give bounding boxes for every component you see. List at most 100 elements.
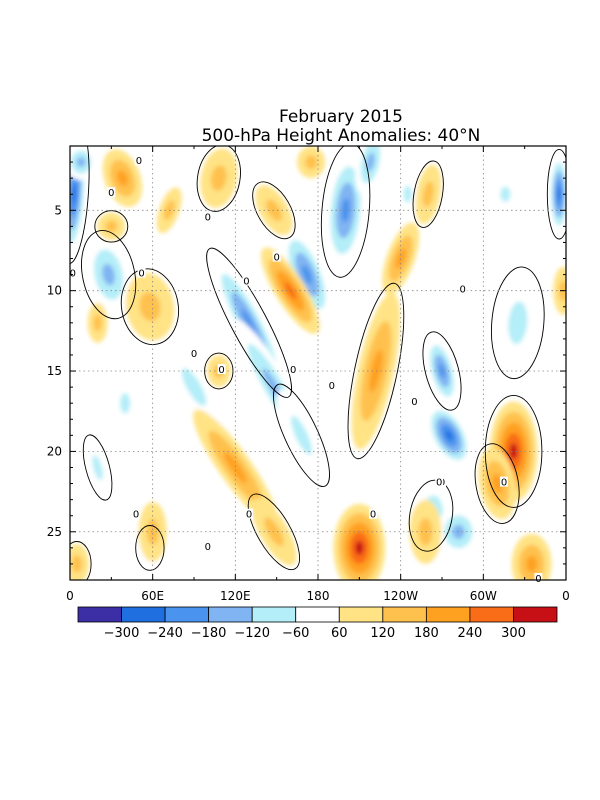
zero-contour-label: 0 xyxy=(501,478,507,489)
grid-lines xyxy=(70,146,566,580)
zero-contour-label: 0 xyxy=(205,542,211,553)
zero-contour-line xyxy=(490,266,545,380)
zero-contour-line xyxy=(320,146,371,278)
colorbar-label: 120 xyxy=(370,626,395,641)
zero-contours xyxy=(70,146,566,580)
x-tick-label: 120W xyxy=(383,589,418,603)
zero-contour-label: 0 xyxy=(138,269,144,280)
x-tick-label: 0 xyxy=(562,589,570,603)
zero-contour-label: 0 xyxy=(133,510,139,521)
negative-anomaly-shading xyxy=(557,187,561,201)
colorbar-swatch xyxy=(77,606,122,623)
colorbar-swatch xyxy=(251,606,297,623)
positive-anomaly-shading xyxy=(491,473,503,494)
zero-contour-line xyxy=(135,525,165,571)
colorbar-swatch xyxy=(382,606,427,623)
positive-anomaly-shading xyxy=(71,555,82,573)
zero-contour-line xyxy=(412,160,444,228)
colorbar-label: −300 xyxy=(104,626,140,641)
colorbar-swatch xyxy=(295,606,340,623)
colorbar-label: −120 xyxy=(234,626,270,641)
zero-contour-line xyxy=(347,282,405,460)
negative-anomaly-shading xyxy=(120,392,131,414)
negative-anomaly-shading xyxy=(241,309,257,337)
negative-anomaly-shading xyxy=(508,301,528,345)
positive-anomaly-shading xyxy=(93,314,102,332)
colorbar-label: 300 xyxy=(501,626,526,641)
zero-contour-label: 0 xyxy=(290,365,296,376)
colorbar-swatch xyxy=(425,606,471,623)
zero-contour-line xyxy=(82,434,113,501)
zero-contour-label: 0 xyxy=(329,381,335,392)
zero-contour-line xyxy=(94,210,129,243)
positive-anomaly-shading xyxy=(117,170,128,186)
y-axis: 5 10 15 20 25 xyxy=(47,161,566,565)
colorbar-label: −180 xyxy=(191,626,227,641)
zero-contour-label: 0 xyxy=(191,349,197,360)
zero-contour-labels: 000000000000000000000 xyxy=(68,155,543,585)
colorbar-swatch xyxy=(121,606,166,623)
positive-anomaly-shading xyxy=(369,349,383,393)
zero-contour-line xyxy=(70,146,90,264)
colorbar-label: 60 xyxy=(331,626,348,641)
negative-anomaly-shading xyxy=(500,186,511,202)
zero-contour-label: 0 xyxy=(460,285,466,296)
plot-area xyxy=(70,146,566,580)
negative-anomaly-shading xyxy=(290,415,313,455)
zero-contour-label: 0 xyxy=(243,277,249,288)
y-tick-label: 15 xyxy=(47,364,62,378)
negative-anomaly-shading xyxy=(366,152,375,172)
colorbar-swatch xyxy=(338,606,384,623)
chart-title: February 2015 xyxy=(279,107,403,127)
zero-contour-label: 0 xyxy=(205,212,211,223)
y-tick-label: 20 xyxy=(47,444,62,458)
colorbar: −300 −240 −180 −120 −60 60 120 180 240 300 xyxy=(77,606,558,641)
x-tick-label: 120E xyxy=(220,589,251,603)
chart-subtitle: 500-hPa Height Anomalies: 40°N xyxy=(202,126,481,146)
colorbar-swatch xyxy=(513,606,558,623)
negative-anomaly-shading xyxy=(92,454,103,481)
negative-anomaly-shading xyxy=(72,184,77,205)
zero-contour-label: 0 xyxy=(108,188,114,199)
positive-anomaly-shading xyxy=(223,451,247,484)
negative-anomaly-shading xyxy=(181,368,207,406)
zero-contour-line xyxy=(196,146,241,212)
zero-contour-label: 0 xyxy=(136,156,142,167)
zero-contour-line xyxy=(252,181,296,240)
negative-anomaly-shading xyxy=(403,185,412,203)
colorbar-label: 240 xyxy=(457,626,482,641)
zero-contour-line xyxy=(273,383,330,487)
y-tick-label: 5 xyxy=(54,203,62,217)
positive-anomaly-shading xyxy=(284,282,297,300)
negative-anomaly-shading xyxy=(301,265,313,284)
zero-contour-line xyxy=(474,443,520,524)
y-tick-label: 25 xyxy=(47,525,62,539)
zero-contour-line xyxy=(247,493,300,571)
zero-contour-line xyxy=(546,148,566,240)
positive-anomaly-shading xyxy=(305,155,318,170)
colorbar-swatch xyxy=(164,606,210,623)
zero-contour-label: 0 xyxy=(370,510,376,521)
zero-contour-label: 0 xyxy=(411,397,417,408)
colorbar-swatch xyxy=(208,606,253,623)
positive-anomaly-shading xyxy=(526,555,538,573)
x-tick-label: 180 xyxy=(307,589,330,603)
positive-anomaly-shading xyxy=(509,443,518,460)
zero-contour-label: 0 xyxy=(274,253,280,264)
x-tick-label: 60W xyxy=(470,589,497,603)
positive-anomaly-shading xyxy=(139,292,161,322)
positive-anomaly-shading xyxy=(105,220,118,233)
negative-anomaly-shading xyxy=(102,263,115,286)
colorbar-swatch xyxy=(469,606,514,623)
zero-contour-line xyxy=(422,331,462,411)
x-tick-label: 60E xyxy=(141,589,164,603)
x-tick-label: 0 xyxy=(66,589,74,603)
positive-anomaly-shading xyxy=(355,540,364,555)
zero-contour-line xyxy=(70,541,92,580)
colorbar-label: −240 xyxy=(147,626,183,641)
zero-contour-line xyxy=(81,229,137,320)
colorbar-label: 180 xyxy=(414,626,439,641)
negative-anomaly-shading xyxy=(76,157,86,168)
zero-contour-line xyxy=(206,247,292,398)
